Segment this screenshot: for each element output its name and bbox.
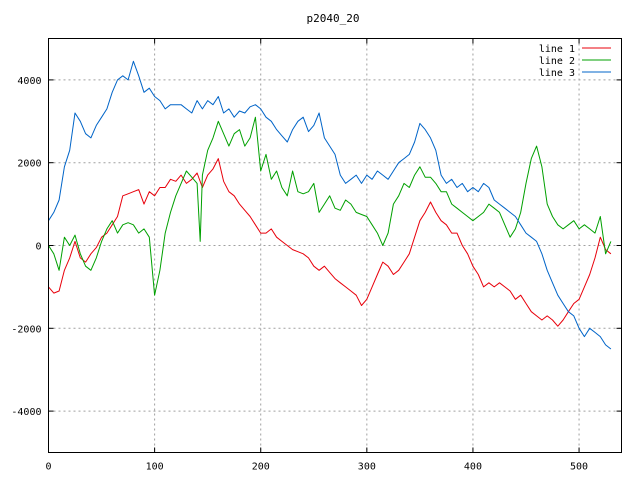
x-tick-label: 200 bbox=[252, 462, 270, 473]
series-group bbox=[48, 60, 612, 350]
series-line-2 bbox=[48, 116, 612, 296]
x-axis-ticks: 0 100 200 300 400 500 bbox=[45, 38, 588, 473]
series-line-1 bbox=[48, 158, 612, 327]
x-tick-label: 300 bbox=[358, 462, 376, 473]
y-tick-label: 0 bbox=[35, 242, 41, 253]
x-tick-label: 100 bbox=[146, 462, 164, 473]
series-line-3 bbox=[48, 60, 612, 350]
y-tick-label: 2000 bbox=[17, 159, 41, 170]
legend-label: line 2 bbox=[539, 56, 575, 67]
chart-title: p2040_20 bbox=[307, 12, 360, 25]
plot-frame bbox=[48, 38, 622, 453]
y-tick-label: 4000 bbox=[17, 76, 41, 87]
y-tick-label: -2000 bbox=[11, 324, 41, 335]
y-tick-label: -4000 bbox=[11, 407, 41, 418]
y-axis-ticks: -4000 -2000 0 2000 4000 bbox=[11, 76, 622, 418]
grid-lines bbox=[48, 38, 622, 453]
x-tick-label: 500 bbox=[570, 462, 588, 473]
x-tick-label: 0 bbox=[45, 462, 51, 473]
x-tick-label: 400 bbox=[464, 462, 482, 473]
legend-label: line 3 bbox=[539, 68, 575, 79]
legend-label: line 1 bbox=[539, 44, 575, 55]
